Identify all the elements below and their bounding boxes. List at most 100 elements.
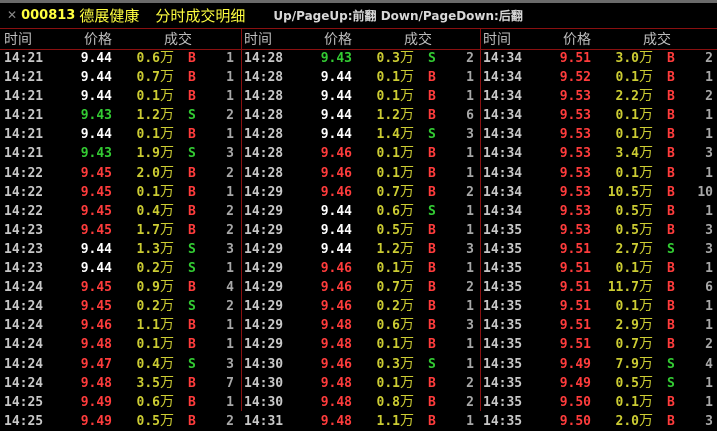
column-header-price: 价格 <box>563 32 591 48</box>
trade-row: 14:21 9.44 0.1万 B 1 <box>2 87 240 106</box>
trade-row: 14:28 9.43 0.3万 S 2 <box>242 49 480 68</box>
trade-volume: 11.7万 <box>608 278 653 297</box>
trade-side: B <box>188 222 196 238</box>
trade-row: 14:35 9.49 7.9万 S 4 <box>481 355 717 374</box>
trade-time: 14:29 <box>244 318 284 334</box>
trade-price: 9.46 <box>320 261 352 277</box>
volume-value: 0.9 <box>136 280 160 296</box>
trade-row: 14:28 9.44 0.1万 B 1 <box>242 87 480 106</box>
volume-unit: 万 <box>639 298 653 315</box>
close-icon[interactable]: ✕ <box>7 8 18 22</box>
trade-side: B <box>667 146 675 162</box>
volume-unit: 万 <box>160 260 174 277</box>
trade-price: 9.44 <box>80 127 112 143</box>
trade-volume: 0.2万 <box>377 297 414 316</box>
trade-price: 9.46 <box>320 356 352 372</box>
column-header-volume: 成交 <box>164 32 192 48</box>
trade-side: B <box>428 299 436 315</box>
volume-unit: 万 <box>639 240 653 257</box>
trade-time: 14:22 <box>4 165 44 181</box>
trade-count: 1 <box>226 261 234 277</box>
volume-unit: 万 <box>400 88 414 105</box>
trade-volume: 1.7万 <box>137 221 174 240</box>
trade-side: B <box>667 261 675 277</box>
trade-volume: 3.5万 <box>137 374 174 393</box>
volume-value: 0.7 <box>136 70 160 86</box>
trade-volume: 0.1万 <box>616 125 653 144</box>
trade-count: 3 <box>466 127 474 143</box>
trade-row: 14:22 9.45 2.0万 B 2 <box>2 164 240 183</box>
volume-unit: 万 <box>160 88 174 105</box>
trade-count: 6 <box>466 108 474 124</box>
volume-value: 0.5 <box>615 222 639 238</box>
trade-row: 14:31 9.48 1.1万 B 1 <box>242 412 480 431</box>
trade-price: 9.51 <box>559 299 591 315</box>
trade-time: 14:35 <box>483 375 523 391</box>
trade-volume: 3.4万 <box>616 144 653 163</box>
trade-time: 14:30 <box>244 356 284 372</box>
volume-unit: 万 <box>160 279 174 296</box>
trade-time: 14:34 <box>483 108 523 124</box>
trade-volume: 0.1万 <box>137 183 174 202</box>
volume-value: 2.0 <box>136 165 160 181</box>
volume-value: 1.3 <box>136 241 160 257</box>
window-top-border <box>0 0 717 3</box>
trade-side: S <box>188 146 196 162</box>
volume-value: 0.1 <box>615 108 639 124</box>
volume-value: 0.5 <box>615 203 639 219</box>
column-header-time: 时间 <box>244 32 272 48</box>
trade-row: 14:24 9.47 0.4万 S 3 <box>2 355 240 374</box>
trade-side: S <box>188 241 196 257</box>
trade-side: B <box>428 222 436 238</box>
volume-value: 0.5 <box>376 222 400 238</box>
trade-price: 9.53 <box>559 165 591 181</box>
volume-value: 0.1 <box>376 89 400 105</box>
trade-count: 2 <box>466 280 474 296</box>
trade-count: 1 <box>466 413 474 429</box>
trade-count: 2 <box>466 184 474 200</box>
trade-volume: 1.3万 <box>137 240 174 259</box>
trade-time: 14:24 <box>4 299 44 315</box>
volume-value: 0.3 <box>376 51 400 66</box>
trade-row: 14:30 9.46 0.3万 S 1 <box>242 355 480 374</box>
column-header-row: 时间 价格 成交 <box>2 28 240 49</box>
volume-unit: 万 <box>400 317 414 334</box>
trade-time: 14:23 <box>4 222 44 238</box>
trade-price: 9.45 <box>80 222 112 238</box>
trade-time: 14:35 <box>483 280 523 296</box>
trade-side: B <box>667 70 675 86</box>
trade-time: 14:35 <box>483 337 523 353</box>
trade-count: 6 <box>705 280 713 296</box>
trade-count: 2 <box>226 299 234 315</box>
volume-value: 0.1 <box>376 337 400 353</box>
trade-row: 14:34 9.53 0.1万 B 1 <box>481 164 717 183</box>
trade-count: 1 <box>466 222 474 238</box>
trade-row: 14:34 9.53 0.1万 B 1 <box>481 106 717 125</box>
volume-value: 0.1 <box>615 165 639 181</box>
trade-side: S <box>667 356 675 372</box>
volume-value: 0.1 <box>376 146 400 162</box>
trade-count: 1 <box>226 394 234 410</box>
volume-value: 1.9 <box>136 146 160 162</box>
trade-price: 9.43 <box>80 146 112 162</box>
volume-value: 11.7 <box>607 280 639 296</box>
column-header-price: 价格 <box>84 32 112 48</box>
trade-price: 9.44 <box>80 241 112 257</box>
volume-value: 3.4 <box>615 146 639 162</box>
trade-side: B <box>188 89 196 105</box>
trade-time: 14:23 <box>4 241 44 257</box>
trade-count: 3 <box>705 241 713 257</box>
volume-unit: 万 <box>160 50 174 66</box>
volume-value: 0.1 <box>136 184 160 200</box>
trade-price: 9.53 <box>559 222 591 238</box>
volume-unit: 万 <box>400 69 414 86</box>
volume-value: 3.5 <box>136 375 160 391</box>
column-header-time: 时间 <box>483 32 511 48</box>
volume-value: 1.1 <box>136 318 160 334</box>
volume-value: 1.4 <box>376 127 400 143</box>
volume-value: 0.6 <box>136 394 160 410</box>
trade-price: 9.53 <box>559 184 591 200</box>
trade-time: 14:24 <box>4 280 44 296</box>
trade-count: 1 <box>466 165 474 181</box>
trade-row: 14:28 9.44 1.4万 S 3 <box>242 125 480 144</box>
